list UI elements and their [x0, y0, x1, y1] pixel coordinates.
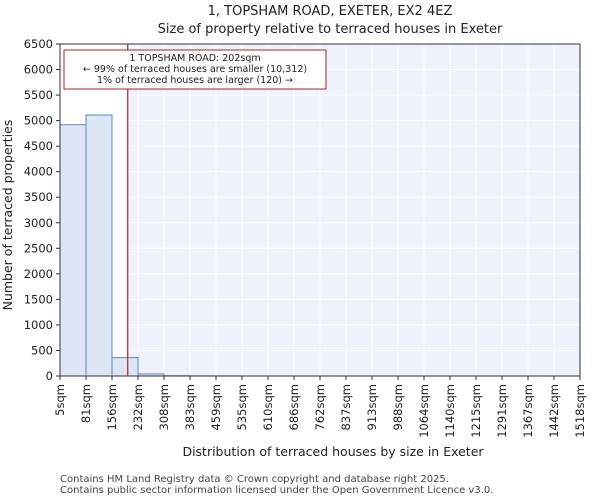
y-tick-label: 1500	[24, 292, 53, 306]
x-tick-label: 81sqm	[79, 384, 93, 423]
bar-156sqm	[111, 357, 139, 377]
x-tick-label: 156sqm	[105, 384, 119, 430]
x-tick-label: 535sqm	[235, 384, 249, 430]
y-tick-label: 1000	[24, 318, 53, 332]
x-tick-label: 988sqm	[391, 384, 405, 430]
y-tick-label: 3000	[24, 216, 53, 230]
x-tick-label: 1291sqm	[495, 384, 509, 438]
footer-attribution-1: Contains HM Land Registry data © Crown c…	[60, 474, 449, 485]
x-tick-label: 1215sqm	[469, 384, 483, 438]
y-tick-label: 4000	[24, 165, 53, 179]
y-axis-label: Number of terraced properties	[0, 120, 15, 311]
x-tick-label: 232sqm	[131, 384, 145, 430]
x-tick-label: 383sqm	[183, 384, 197, 430]
bar-5sqm	[59, 124, 87, 377]
grid-lines	[59, 43, 581, 377]
x-tick-label: 686sqm	[287, 384, 301, 430]
x-tick-label: 610sqm	[261, 384, 275, 430]
y-tick-label: 4500	[24, 139, 53, 153]
x-tick-label: 459sqm	[209, 384, 223, 430]
annotation-box	[63, 49, 327, 90]
y-tick-label: 3500	[24, 190, 53, 204]
x-tick-label: 5sqm	[53, 384, 67, 416]
y-tick-label: 500	[31, 343, 53, 357]
y-tick-label: 5500	[24, 88, 53, 102]
x-axis-ticks: 5sqm 81sqm 156sqm 232sqm 308sqm 383sqm 459sqm 5…	[53, 376, 587, 438]
y-tick-label: 0	[46, 369, 53, 383]
annotation-line-1: 1 TOPSHAM ROAD: 202sqm	[129, 53, 260, 64]
x-tick-label: 762sqm	[313, 384, 327, 430]
x-tick-label: 1064sqm	[417, 384, 431, 438]
x-tick-label: 1518sqm	[573, 384, 587, 438]
footer-attribution-2: Contains public sector information licen…	[60, 485, 494, 496]
x-tick-label: 913sqm	[365, 384, 379, 430]
bar-series	[59, 114, 243, 377]
chart-title: 1, TOPSHAM ROAD, EXETER, EX2 4EZ	[208, 4, 453, 19]
x-tick-label: 1442sqm	[547, 384, 561, 438]
chart-subtitle: Size of property relative to terraced ho…	[158, 22, 503, 37]
y-tick-label: 2500	[24, 241, 53, 255]
larger-region-highlight	[127, 44, 580, 376]
annotation-line-3: 1% of terraced houses are larger (120) →	[97, 75, 293, 86]
x-tick-label: 837sqm	[339, 384, 353, 430]
annotation-line-2: ← 99% of terraced houses are smaller (10…	[83, 64, 307, 75]
y-tick-label: 2000	[24, 267, 53, 281]
x-tick-label: 308sqm	[157, 384, 171, 430]
marker-annotation: 1 TOPSHAM ROAD: 202sqm ← 99% of terraced…	[63, 49, 327, 90]
x-tick-label: 1140sqm	[443, 384, 457, 438]
y-tick-label: 5000	[24, 114, 53, 128]
x-tick-label: 1367sqm	[521, 384, 535, 438]
bar-81sqm	[85, 114, 113, 377]
y-axis-ticks: 0 500 1000 1500 2000 2500 3000 3500 4000 4500 5000…	[24, 37, 60, 383]
y-tick-label: 6500	[24, 37, 53, 51]
x-axis-label: Distribution of terraced houses by size …	[182, 444, 484, 459]
y-tick-label: 6000	[24, 63, 53, 77]
